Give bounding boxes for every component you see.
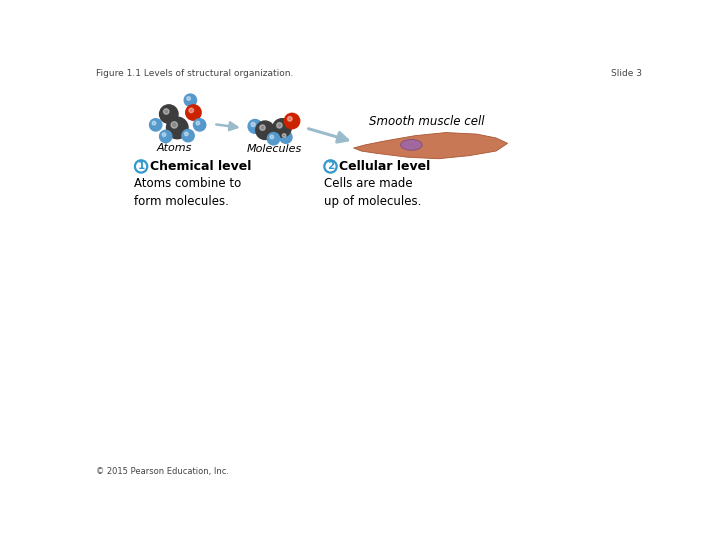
Circle shape bbox=[160, 130, 172, 143]
Circle shape bbox=[150, 119, 162, 131]
Circle shape bbox=[282, 133, 286, 137]
Circle shape bbox=[248, 119, 262, 133]
Text: 1: 1 bbox=[138, 161, 145, 171]
Text: Atoms combine to
form molecules.: Atoms combine to form molecules. bbox=[134, 177, 241, 208]
Circle shape bbox=[194, 119, 206, 131]
Text: Cells are made
up of molecules.: Cells are made up of molecules. bbox=[323, 177, 421, 208]
Circle shape bbox=[251, 123, 255, 126]
Circle shape bbox=[279, 131, 292, 143]
Text: Smooth muscle cell: Smooth muscle cell bbox=[369, 115, 485, 128]
Circle shape bbox=[273, 119, 291, 137]
Circle shape bbox=[135, 160, 147, 173]
Text: Figure 1.1 Levels of structural organization.: Figure 1.1 Levels of structural organiza… bbox=[96, 70, 294, 78]
Circle shape bbox=[196, 122, 199, 125]
Circle shape bbox=[276, 123, 282, 128]
Text: Atoms: Atoms bbox=[156, 143, 192, 153]
Circle shape bbox=[186, 97, 191, 100]
Circle shape bbox=[284, 113, 300, 129]
FancyArrowPatch shape bbox=[309, 129, 348, 142]
Circle shape bbox=[189, 108, 194, 113]
Circle shape bbox=[182, 130, 194, 142]
Circle shape bbox=[160, 105, 178, 123]
Circle shape bbox=[324, 160, 337, 173]
Circle shape bbox=[163, 109, 169, 114]
Circle shape bbox=[260, 125, 265, 131]
FancyArrowPatch shape bbox=[216, 123, 237, 130]
Circle shape bbox=[162, 133, 166, 137]
Circle shape bbox=[184, 94, 197, 106]
Circle shape bbox=[171, 122, 178, 128]
Text: Cellular level: Cellular level bbox=[339, 160, 431, 173]
Circle shape bbox=[186, 105, 201, 120]
Circle shape bbox=[287, 117, 292, 121]
Circle shape bbox=[152, 122, 156, 125]
Circle shape bbox=[256, 121, 274, 139]
Circle shape bbox=[267, 132, 279, 145]
Text: Molecules: Molecules bbox=[247, 144, 302, 154]
Circle shape bbox=[270, 135, 274, 139]
Ellipse shape bbox=[400, 139, 422, 150]
Text: © 2015 Pearson Education, Inc.: © 2015 Pearson Education, Inc. bbox=[96, 467, 230, 476]
Circle shape bbox=[166, 117, 188, 139]
Circle shape bbox=[184, 132, 188, 136]
Text: Chemical level: Chemical level bbox=[150, 160, 251, 173]
Polygon shape bbox=[354, 132, 508, 159]
Text: Slide 3: Slide 3 bbox=[611, 70, 642, 78]
Text: 2: 2 bbox=[327, 161, 334, 171]
